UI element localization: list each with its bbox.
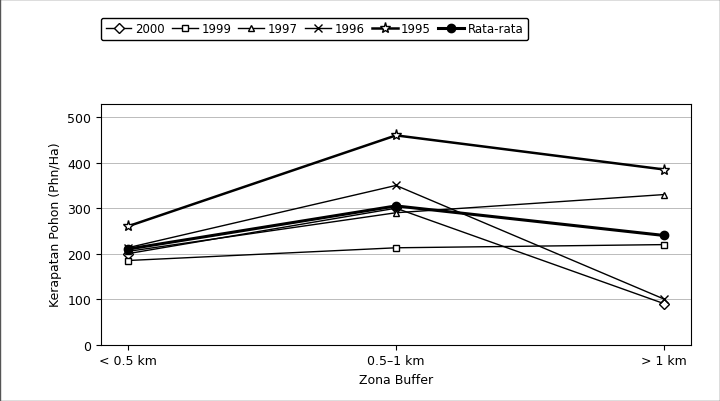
- 1997: [392, 211, 400, 216]
- 1999: [123, 259, 132, 263]
- Rata-rata: [660, 233, 669, 238]
- 1996: [660, 297, 669, 302]
- Line: 2000: 2000: [124, 205, 668, 308]
- Line: Rata-rata: Rata-rata: [123, 202, 669, 254]
- Y-axis label: Kerapatan Pohon (Phn/Ha): Kerapatan Pohon (Phn/Ha): [48, 142, 61, 307]
- 2000: [392, 206, 400, 211]
- 1999: [660, 243, 669, 247]
- Line: 1999: 1999: [124, 241, 668, 264]
- 1997: [123, 249, 132, 254]
- Legend: 2000, 1999, 1997, 1996, 1995, Rata-rata: 2000, 1999, 1997, 1996, 1995, Rata-rata: [101, 19, 528, 41]
- 2000: [660, 302, 669, 306]
- 1995: [123, 225, 132, 229]
- 1996: [123, 246, 132, 251]
- 1995: [660, 168, 669, 172]
- Line: 1997: 1997: [124, 192, 668, 255]
- 1999: [392, 246, 400, 251]
- Line: 1996: 1996: [123, 182, 669, 304]
- 1996: [392, 184, 400, 188]
- Rata-rata: [392, 204, 400, 209]
- X-axis label: Zona Buffer: Zona Buffer: [359, 373, 433, 386]
- Line: 1995: 1995: [122, 130, 670, 232]
- 2000: [123, 252, 132, 257]
- 1995: [392, 134, 400, 138]
- 1997: [660, 192, 669, 197]
- Rata-rata: [123, 247, 132, 252]
